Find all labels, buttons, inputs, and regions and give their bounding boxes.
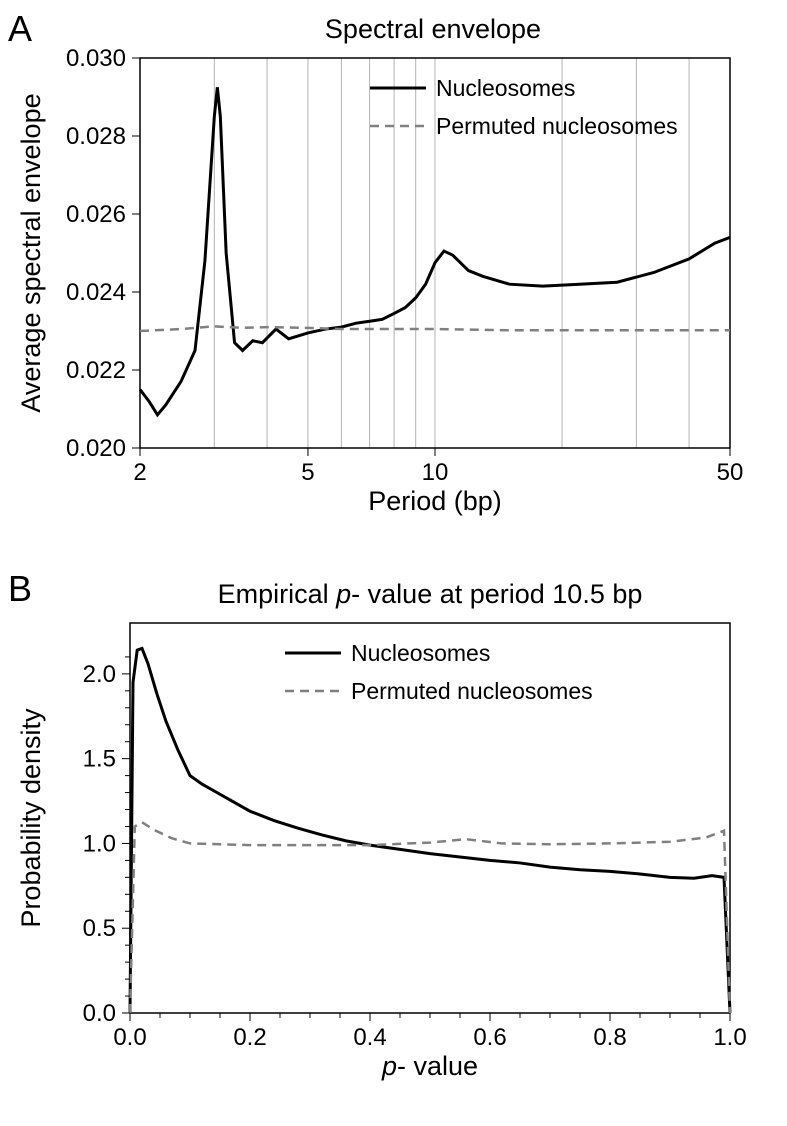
svg-text:0.5: 0.5	[83, 915, 116, 942]
svg-text:0.028: 0.028	[66, 123, 126, 150]
svg-text:1.0: 1.0	[83, 830, 116, 857]
svg-text:10: 10	[422, 459, 449, 486]
panel-a-svg: 2 5 10 50 0.020 0.022 0.024 0.026 0.028 0.030 Nu…	[0, 0, 787, 560]
svg-text:0.022: 0.022	[66, 357, 126, 384]
svg-text:5: 5	[301, 459, 314, 486]
svg-text:0.6: 0.6	[473, 1024, 506, 1051]
svg-text:50: 50	[717, 459, 744, 486]
panel-a-yticks: 0.020 0.022 0.024 0.026 0.028 0.030	[66, 45, 140, 462]
panel-b-legend: Nucleosomes Permuted nucleosomes	[285, 640, 593, 704]
panel-a-xlabel: Period (bp)	[368, 486, 502, 516]
figure-container: A 251050 0.0200.0220.0240.0260.0280.030 …	[0, 0, 787, 1126]
legend-label-nucleosomes: Nucleosomes	[436, 75, 575, 101]
panel-b-svg: 0.0 0.2 0.4 0.6 0.8 1.0 0.0 0.5 1.0 1.5 2.0 Nucle…	[0, 565, 787, 1125]
svg-text:1.5: 1.5	[83, 746, 116, 773]
panel-b-xlabel-p: p	[381, 1051, 397, 1081]
panel-b-xlabel-suffix: - value	[397, 1051, 478, 1081]
svg-text:2: 2	[133, 459, 146, 486]
panel-a-xticks: 2 5 10 50	[133, 448, 743, 486]
legend-label-permuted-b: Permuted nucleosomes	[351, 678, 593, 704]
svg-text:2.0: 2.0	[83, 661, 116, 688]
svg-text:0.2: 0.2	[233, 1024, 266, 1051]
panel-b-ylabel: Probability density	[16, 708, 46, 928]
panel-b-xlabel: p- value	[381, 1051, 478, 1081]
svg-text:0.026: 0.026	[66, 201, 126, 228]
panel-b-title-p: p	[335, 579, 351, 609]
panel-a-ylabel: Average spectral envelope	[16, 93, 46, 412]
panel-b-title-prefix: Empirical	[218, 579, 337, 609]
panel-b-xticks: 0.0 0.2 0.4 0.6 0.8 1.0	[113, 1013, 746, 1051]
panel-b-series-permuted	[130, 822, 730, 1013]
panel-b: 0.0 0.2 0.4 0.6 0.8 1.0 0.0 0.5 1.0 1.5 2.0 Nucle…	[0, 565, 787, 1125]
svg-text:1.0: 1.0	[713, 1024, 746, 1051]
panel-a: 2 5 10 50 0.020 0.022 0.024 0.026 0.028 0.030 Nu…	[0, 0, 787, 560]
svg-text:0.4: 0.4	[353, 1024, 386, 1051]
panel-b-title: Empirical p- value at period 10.5 bp	[218, 579, 643, 609]
svg-text:0.030: 0.030	[66, 45, 126, 72]
panel-b-title-suffix: - value at period 10.5 bp	[351, 579, 642, 609]
legend-label-nucleosomes-b: Nucleosomes	[351, 640, 490, 666]
svg-text:0.024: 0.024	[66, 279, 126, 306]
svg-text:0.8: 0.8	[593, 1024, 626, 1051]
panel-a-title: Spectral envelope	[325, 14, 541, 44]
panel-b-yticks: 0.0 0.5 1.0 1.5 2.0	[83, 657, 130, 1027]
svg-text:0.0: 0.0	[83, 1000, 116, 1027]
legend-label-permuted: Permuted nucleosomes	[436, 113, 678, 139]
svg-text:0.0: 0.0	[113, 1024, 146, 1051]
svg-text:0.020: 0.020	[66, 435, 126, 462]
